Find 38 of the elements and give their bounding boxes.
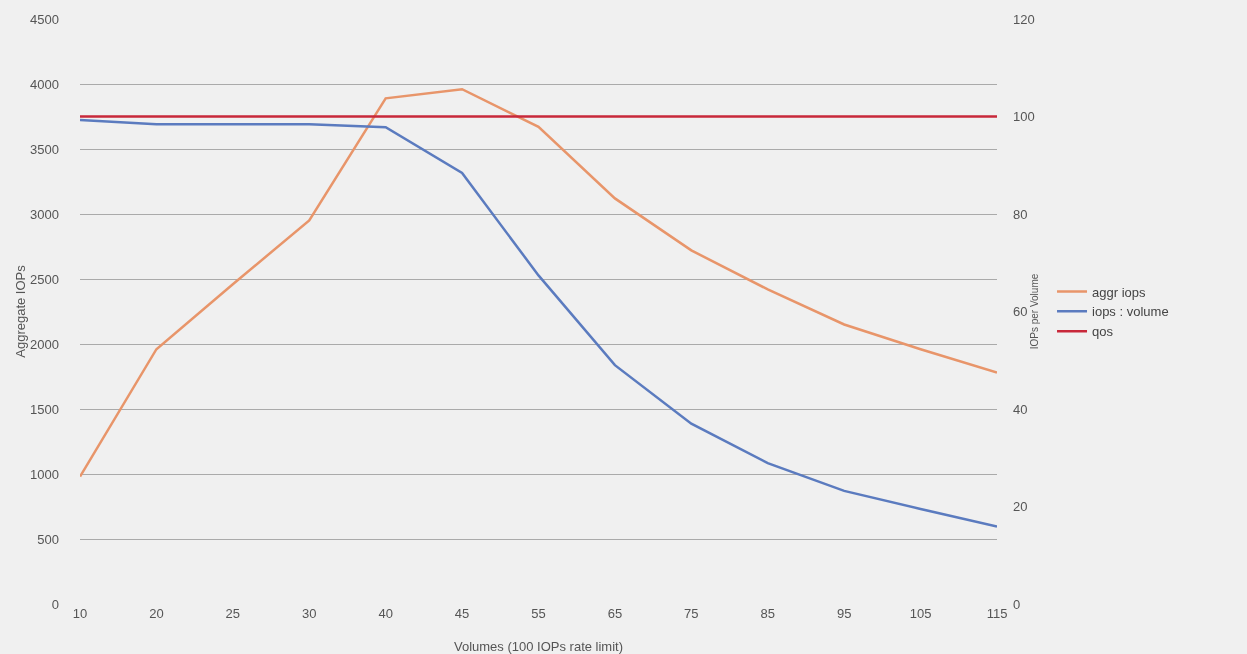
y-tick-label: 3500	[30, 141, 59, 157]
x-tick-label: 40	[378, 606, 393, 621]
y2-tick-label: 40	[1013, 401, 1028, 417]
x-tick-label: 105	[909, 606, 932, 621]
y2-tick-label: 120	[1013, 11, 1035, 27]
y2-tick-label: 20	[1013, 499, 1028, 515]
y-tick-label: 0	[51, 596, 59, 612]
x-tick-label: 75	[684, 606, 699, 621]
x-axis-title: Volumes (100 IOPs rate limit)	[453, 639, 624, 654]
x-tick-label: 10	[72, 606, 88, 621]
y-tick-label: 3000	[30, 206, 59, 222]
x-tick-label: 65	[607, 606, 623, 621]
line-series	[80, 118, 997, 528]
y-axis-title: Aggregate IOPs	[13, 264, 29, 358]
x-tick-label: 45	[454, 606, 470, 621]
legend-label: iops : volume	[1092, 304, 1169, 320]
y2-tick-label: 0	[1013, 596, 1021, 612]
x-tick-label: 95	[836, 606, 852, 621]
y2-tick-label: 100	[1013, 109, 1035, 125]
x-tick-label: 25	[225, 606, 241, 621]
x-tick-label: 20	[149, 606, 164, 621]
y-tick-label: 2500	[30, 271, 59, 287]
x-tick-label: 30	[302, 606, 317, 621]
y-tick-label: 4000	[30, 76, 59, 92]
legend-label: aggr iops	[1092, 284, 1146, 300]
y-tick-label: 2000	[30, 336, 59, 352]
y2-tick-label: 80	[1013, 206, 1028, 222]
y2-axis-title: IOPs per Volume	[1029, 273, 1041, 350]
y2-tick-label: 60	[1013, 304, 1028, 320]
line-series	[80, 87, 997, 478]
x-tick-label: 55	[531, 606, 546, 621]
y-tick-label: 1000	[30, 466, 59, 482]
y-tick-label: 1500	[30, 401, 59, 417]
y-tick-label: 4500	[30, 11, 59, 27]
legend-label: qos	[1092, 324, 1114, 340]
x-tick-label: 115	[986, 606, 1008, 621]
x-tick-label: 85	[760, 606, 775, 621]
y-tick-label: 500	[37, 531, 59, 547]
